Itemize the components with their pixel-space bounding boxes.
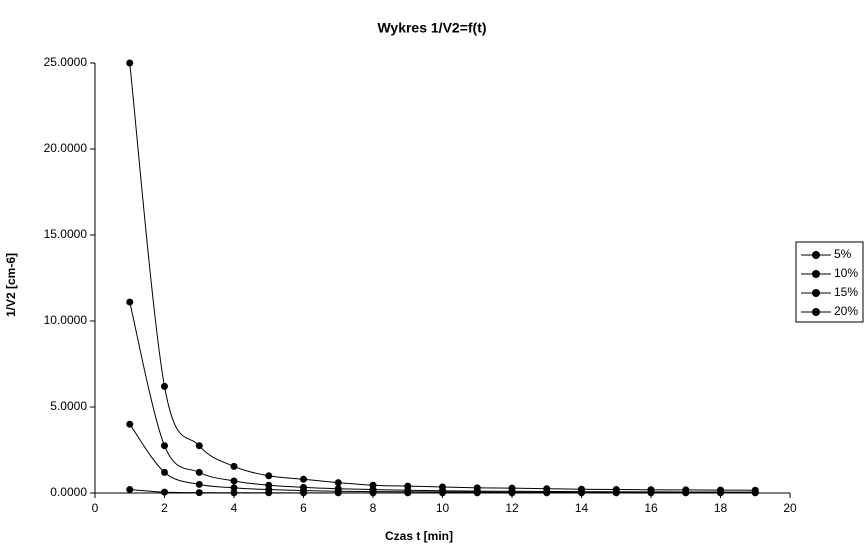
- x-tick-label: 18: [714, 501, 728, 515]
- data-point: [230, 477, 238, 485]
- x-tick-label: 8: [370, 501, 377, 515]
- data-point: [195, 489, 203, 497]
- data-point: [161, 382, 168, 390]
- legend-label: 5%: [834, 247, 852, 261]
- data-point: [265, 472, 273, 480]
- y-tick-label: 0.0000: [50, 485, 87, 499]
- data-point: [195, 468, 203, 476]
- y-axis-label: 1/V2 [cm-6]: [4, 253, 18, 317]
- legend-marker: [812, 289, 820, 297]
- data-point: [300, 489, 307, 497]
- x-tick-label: 20: [783, 501, 797, 515]
- series-line: [129, 423, 756, 493]
- data-point: [195, 442, 203, 450]
- series-line: [129, 301, 756, 493]
- x-tick-label: 6: [300, 501, 307, 515]
- legend-marker: [812, 251, 820, 259]
- y-tick-label: 5.0000: [50, 399, 87, 413]
- data-point: [404, 489, 412, 497]
- x-tick-label: 4: [231, 501, 238, 515]
- x-tick-label: 2: [161, 501, 168, 515]
- x-tick-label: 10: [436, 501, 450, 515]
- data-point: [161, 442, 168, 450]
- data-point: [230, 489, 238, 497]
- data-point: [647, 489, 655, 497]
- legend-label: 20%: [834, 304, 858, 318]
- x-tick-label: 0: [92, 501, 99, 515]
- x-tick-label: 12: [505, 501, 519, 515]
- legend-marker: [812, 270, 820, 278]
- data-point: [126, 298, 134, 306]
- data-point: [265, 489, 273, 497]
- data-point: [508, 489, 516, 497]
- y-tick-label: 20.0000: [44, 141, 88, 155]
- chart-title: Wykres 1/V2=f(t): [377, 20, 486, 36]
- x-tick-label: 14: [575, 501, 589, 515]
- data-point: [578, 489, 585, 497]
- data-point: [300, 475, 307, 483]
- data-point: [369, 489, 377, 497]
- y-tick-label: 25.0000: [44, 55, 88, 69]
- data-point: [161, 488, 168, 496]
- series-line: [129, 62, 756, 491]
- data-point: [717, 489, 724, 497]
- data-point: [473, 489, 481, 497]
- data-point: [161, 468, 168, 476]
- legend-label: 15%: [834, 285, 858, 299]
- data-point: [543, 489, 551, 497]
- data-point: [334, 479, 342, 487]
- y-tick-label: 15.0000: [44, 227, 88, 241]
- legend-label: 10%: [834, 266, 858, 280]
- legend-marker: [812, 308, 820, 316]
- x-axis-label: Czas t [min]: [385, 529, 453, 543]
- y-tick-label: 10.0000: [44, 313, 88, 327]
- data-point: [439, 489, 446, 497]
- data-point: [230, 462, 238, 470]
- data-point: [230, 484, 238, 492]
- x-tick-label: 16: [644, 501, 658, 515]
- data-point: [682, 489, 690, 497]
- data-point: [612, 489, 620, 497]
- data-point: [126, 420, 134, 428]
- data-point: [334, 489, 342, 497]
- data-point: [751, 489, 759, 497]
- data-point: [126, 486, 134, 494]
- data-point: [126, 59, 134, 67]
- data-point: [195, 480, 203, 488]
